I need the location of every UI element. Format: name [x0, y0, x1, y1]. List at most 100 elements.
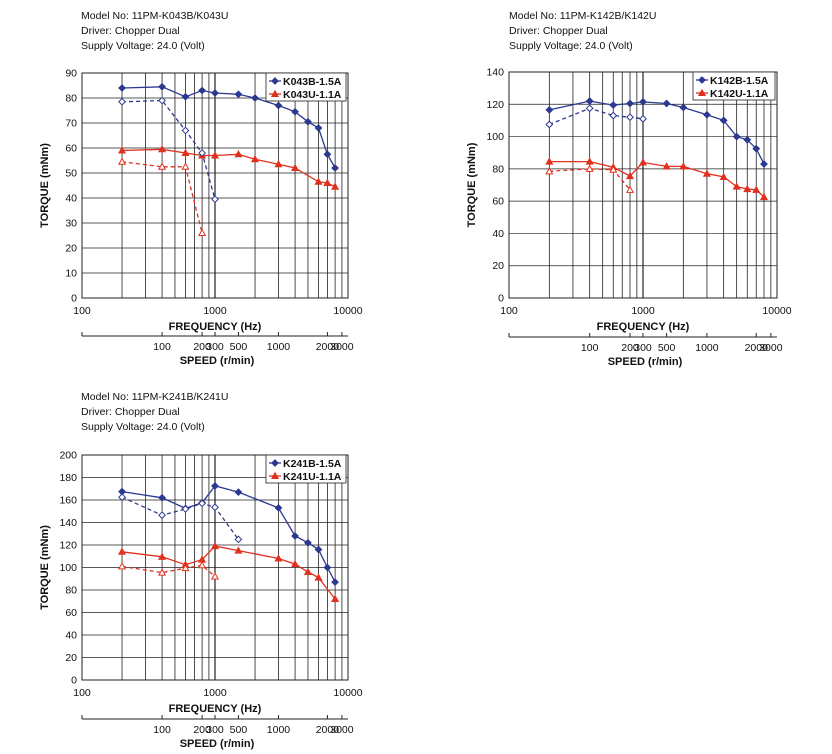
y-tick-label: 20 — [65, 652, 77, 664]
series-line — [121, 496, 239, 540]
legend-marker — [271, 77, 279, 85]
data-point — [274, 554, 283, 562]
speed-tick-label: 2000 — [316, 341, 340, 353]
data-point — [274, 160, 283, 168]
speed-axis-label: SPEED (r/min) — [608, 356, 683, 368]
data-point — [291, 163, 300, 172]
supply-voltage: Supply Voltage: 24.0 (Volt) — [81, 421, 205, 433]
y-tick-label: 30 — [65, 218, 77, 230]
data-point — [210, 151, 220, 159]
data-point — [117, 146, 127, 154]
y-tick-label: 70 — [65, 118, 77, 130]
data-point — [251, 94, 259, 102]
speed-tick-label: 2000 — [316, 724, 340, 736]
speed-tick-label: 200 — [621, 342, 639, 354]
y-tick-label: 20 — [65, 243, 77, 255]
y-tick-label: 100 — [486, 131, 504, 143]
data-point — [585, 104, 594, 113]
data-point — [331, 578, 340, 587]
data-point — [291, 559, 300, 568]
data-point — [181, 148, 190, 157]
data-point — [732, 132, 741, 141]
model-number: Model No: 11PM-K043B/K043U — [81, 10, 229, 22]
data-point — [210, 541, 220, 550]
speed-tick-label: 500 — [658, 342, 676, 354]
y-tick-label: 0 — [71, 675, 77, 687]
data-point — [181, 92, 190, 101]
data-point — [158, 82, 166, 91]
data-point — [210, 572, 220, 580]
legend-entry: K142U-1.1A — [710, 88, 769, 100]
y-tick-label: 80 — [65, 93, 77, 105]
speed-tick-label: 500 — [230, 724, 248, 736]
supply-voltage: Supply Voltage: 24.0 (Volt) — [509, 40, 633, 52]
speed-tick-label: 300 — [206, 341, 224, 353]
data-point — [303, 567, 313, 576]
data-point — [118, 84, 126, 92]
y-tick-label: 180 — [59, 472, 77, 484]
series-line — [549, 168, 631, 191]
data-point — [703, 110, 711, 119]
data-point — [211, 89, 219, 97]
data-point — [181, 505, 190, 513]
data-point — [181, 162, 190, 170]
data-point — [545, 167, 554, 175]
data-point — [585, 97, 594, 105]
data-point — [702, 169, 711, 177]
torque-chart: 0 20 40 60 80 100 120 140 160 180 200 100 1000 10000 T… — [39, 450, 363, 751]
data-point — [609, 101, 618, 109]
legend-marker — [270, 89, 280, 98]
speed-tick-label: 1000 — [267, 724, 291, 736]
data-point — [304, 117, 312, 126]
data-point — [117, 562, 127, 570]
data-point — [323, 150, 332, 159]
y-tick-label: 80 — [492, 163, 504, 175]
data-point — [274, 503, 283, 512]
data-point — [118, 97, 126, 106]
x-tick-label: 100 — [73, 687, 91, 699]
data-point — [314, 177, 323, 185]
legend-marker — [271, 459, 279, 467]
data-point — [585, 157, 594, 165]
driver-label: Driver: Chopper Dual — [509, 25, 608, 37]
chart-panel-k142: Model No: 11PM-K142B/K142U Driver: Chopp… — [428, 0, 832, 372]
x-tick-label: 10000 — [333, 305, 362, 317]
data-point — [719, 116, 728, 125]
data-point — [639, 97, 647, 106]
data-point — [117, 547, 127, 555]
legend-marker — [270, 471, 280, 480]
data-point — [158, 96, 166, 105]
data-point — [323, 563, 332, 572]
data-point — [719, 172, 728, 180]
data-point — [760, 160, 768, 168]
speed-tick-label: 300 — [206, 724, 224, 736]
data-point — [291, 532, 299, 540]
data-point — [662, 99, 671, 108]
model-number: Model No: 11PM-K142B/K142U — [509, 10, 657, 22]
data-point — [181, 126, 190, 135]
data-point — [234, 535, 243, 544]
x-tick-label: 1000 — [203, 305, 227, 317]
speed-tick-label: 3000 — [759, 342, 783, 354]
data-point — [118, 493, 126, 502]
data-point — [662, 162, 671, 170]
y-tick-label: 40 — [65, 193, 77, 205]
data-point — [545, 106, 554, 114]
y-tick-label: 120 — [59, 540, 77, 552]
y-axis-label: TORQUE (mNm) — [466, 142, 478, 227]
y-tick-label: 140 — [59, 517, 77, 529]
data-point — [198, 86, 207, 95]
speed-tick-label: 3000 — [330, 341, 354, 353]
y-tick-label: 200 — [59, 450, 77, 462]
y-tick-label: 140 — [486, 67, 504, 79]
y-tick-label: 0 — [71, 293, 77, 305]
data-point — [158, 162, 167, 170]
data-point — [609, 111, 618, 120]
y-tick-label: 100 — [59, 562, 77, 574]
speed-tick-label: 200 — [193, 341, 211, 353]
data-point — [158, 552, 167, 560]
data-point — [323, 178, 332, 187]
speed-tick-label: 100 — [153, 724, 171, 736]
data-point — [331, 164, 340, 172]
x-axis-label: FREQUENCY (Hz) — [169, 703, 262, 715]
